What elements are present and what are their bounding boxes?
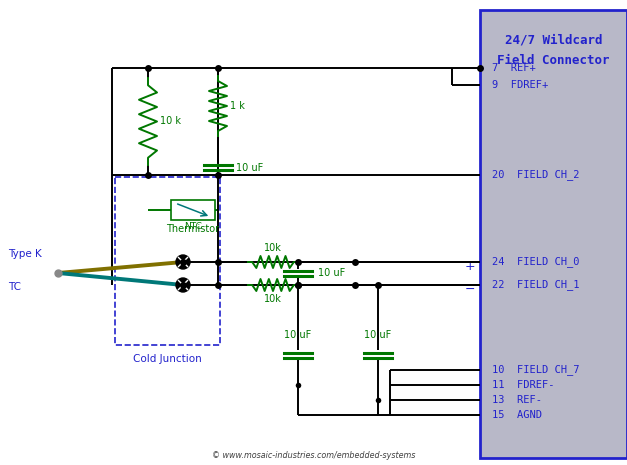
Text: −: − [465, 283, 475, 295]
Circle shape [176, 255, 190, 269]
Text: 10 uF: 10 uF [364, 330, 392, 340]
Text: © www.mosaic-industries.com/embedded-systems: © www.mosaic-industries.com/embedded-sys… [212, 451, 415, 460]
Text: 13  REF-: 13 REF- [492, 395, 542, 405]
Text: Cold Junction: Cold Junction [133, 354, 201, 364]
Text: NTC: NTC [184, 222, 202, 231]
Text: Thermistor: Thermistor [166, 224, 219, 234]
Text: 11  FDREF-: 11 FDREF- [492, 380, 554, 390]
Text: 9  FDREF+: 9 FDREF+ [492, 80, 548, 90]
Circle shape [176, 278, 190, 292]
Text: 7  REF+: 7 REF+ [492, 63, 535, 73]
Text: 10 uF: 10 uF [318, 268, 345, 278]
Text: 10k: 10k [264, 294, 282, 304]
Text: 10 uF: 10 uF [285, 330, 312, 340]
Text: TC: TC [8, 282, 21, 292]
Bar [115, 177, 220, 345]
Text: 10 uF: 10 uF [236, 163, 263, 173]
Text: 1 k: 1 k [230, 101, 245, 111]
Bar [480, 10, 627, 458]
Text: 24/7 Wildcard: 24/7 Wildcard [505, 33, 603, 46]
Text: 15  AGND: 15 AGND [492, 410, 542, 420]
Text: 10 k: 10 k [160, 116, 181, 126]
Text: Type K: Type K [8, 249, 42, 259]
Text: Field Connector: Field Connector [497, 53, 609, 66]
Text: 20  FIELD CH_2: 20 FIELD CH_2 [492, 170, 579, 180]
Text: 10k: 10k [264, 243, 282, 253]
Text: 22  FIELD CH_1: 22 FIELD CH_1 [492, 279, 579, 291]
Text: 10  FIELD CH_7: 10 FIELD CH_7 [492, 365, 579, 375]
Text: 24  FIELD CH_0: 24 FIELD CH_0 [492, 257, 579, 267]
Bar [171, 200, 215, 220]
Text: +: + [465, 259, 475, 272]
